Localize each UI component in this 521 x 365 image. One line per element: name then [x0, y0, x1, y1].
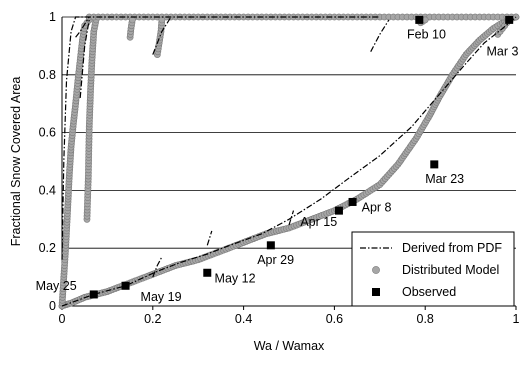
pdf-line-segment — [288, 210, 295, 226]
y-tick-label: 1 — [49, 10, 56, 24]
pdf-line-segment — [61, 16, 517, 307]
y-tick-label: 0.8 — [39, 68, 56, 82]
x-tick-label: 0.6 — [326, 312, 343, 326]
pdf-line-segment — [152, 16, 172, 55]
date-annotation: Apr 8 — [362, 201, 392, 215]
legend-swatch-model — [372, 266, 380, 274]
pdf-line-segment — [75, 16, 90, 38]
legend-label-model: Distributed Model — [402, 263, 499, 277]
observed-point — [505, 15, 514, 24]
date-annotation: Apr 29 — [257, 253, 294, 267]
date-annotation: Mar 23 — [425, 172, 464, 186]
y-tick-label: 0.6 — [39, 126, 56, 140]
date-annotation: Feb 10 — [407, 27, 446, 41]
pdf-line-segment — [206, 230, 213, 246]
observed-point — [415, 15, 424, 24]
x-tick-label: 0.4 — [235, 312, 252, 326]
model-point — [128, 16, 136, 24]
observed-point — [203, 268, 212, 277]
date-annotation: Mar 3 — [486, 45, 518, 59]
axis-layer: 0 0.2 0.4 0.6 0.8 1 0 0.2 0.4 0.6 0.8 1 Wa / Wamax Fr… — [9, 10, 520, 353]
y-tick-label: 0.4 — [39, 183, 56, 197]
observed-point — [430, 160, 439, 169]
pdf-line-segment — [79, 19, 90, 98]
x-tick-label: 0.2 — [144, 312, 161, 326]
x-tick-label: 0.8 — [417, 312, 434, 326]
legend: Derived from PDF Distributed Model Observe… — [351, 231, 515, 307]
y-axis-title: Fractional Snow Covered Area — [9, 77, 23, 247]
derived-pdf-layer — [61, 16, 517, 307]
observed-point — [348, 197, 357, 206]
observed-point — [334, 206, 343, 215]
legend-swatch-observed — [372, 288, 380, 296]
date-annotation: Apr 15 — [300, 215, 337, 229]
observed-layer — [89, 15, 514, 299]
observed-point — [89, 290, 98, 299]
distributed-model-layer — [58, 13, 520, 310]
date-annotation: May 12 — [215, 272, 256, 286]
pdf-line-segment — [61, 16, 380, 260]
x-tick-label: 0 — [59, 312, 66, 326]
date-annotation: May 19 — [141, 290, 182, 304]
legend-label-observed: Observed — [402, 285, 456, 299]
pdf-line-segment — [370, 19, 390, 52]
y-tick-label: 0 — [49, 299, 56, 313]
x-tick-label: 1 — [513, 312, 520, 326]
y-tick-label: 0.2 — [39, 241, 56, 255]
pdf-line-segment — [152, 256, 163, 278]
observed-point — [121, 281, 130, 290]
legend-label-pdf: Derived from PDF — [402, 241, 502, 255]
model-point — [158, 16, 166, 24]
x-axis-title: Wa / Wamax — [254, 339, 325, 353]
date-annotation: May 25 — [36, 279, 77, 293]
grid-layer — [62, 16, 516, 249]
observed-point — [266, 241, 275, 250]
